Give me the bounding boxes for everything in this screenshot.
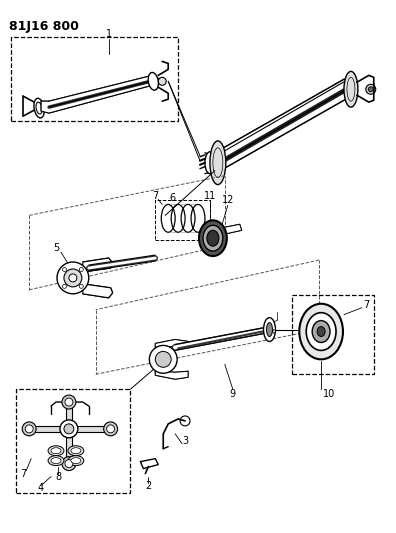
Text: 10: 10 — [323, 389, 335, 399]
Bar — [11, 37, 178, 121]
Text: 6: 6 — [169, 193, 175, 204]
Ellipse shape — [203, 225, 223, 251]
Ellipse shape — [51, 458, 61, 464]
Polygon shape — [155, 372, 188, 379]
Polygon shape — [220, 224, 242, 235]
Circle shape — [65, 398, 73, 406]
Ellipse shape — [68, 456, 84, 466]
Circle shape — [64, 269, 82, 287]
Text: 12: 12 — [222, 196, 234, 205]
Polygon shape — [215, 79, 357, 174]
Bar — [155, 200, 210, 240]
Circle shape — [368, 87, 373, 92]
Ellipse shape — [267, 322, 272, 336]
Ellipse shape — [210, 141, 226, 184]
Circle shape — [63, 285, 67, 288]
Ellipse shape — [205, 152, 215, 174]
Circle shape — [79, 285, 83, 288]
Ellipse shape — [68, 446, 84, 456]
Polygon shape — [83, 284, 112, 298]
Ellipse shape — [48, 456, 64, 466]
Circle shape — [62, 395, 76, 409]
Text: 1: 1 — [106, 29, 112, 39]
Circle shape — [155, 351, 171, 367]
Circle shape — [158, 77, 166, 85]
Text: 11: 11 — [204, 190, 216, 200]
Ellipse shape — [306, 313, 336, 350]
Circle shape — [63, 268, 67, 271]
Text: 7: 7 — [20, 469, 27, 479]
Bar — [292, 295, 374, 374]
Ellipse shape — [199, 220, 227, 256]
Text: 2: 2 — [145, 481, 152, 491]
Circle shape — [62, 457, 76, 471]
Text: 9: 9 — [230, 389, 236, 399]
Circle shape — [22, 422, 36, 436]
Ellipse shape — [207, 230, 219, 246]
Circle shape — [69, 274, 77, 282]
Ellipse shape — [317, 327, 325, 336]
Circle shape — [149, 345, 177, 373]
Circle shape — [79, 268, 83, 271]
Circle shape — [65, 459, 73, 467]
Ellipse shape — [263, 318, 276, 342]
Ellipse shape — [299, 304, 343, 359]
Text: 7: 7 — [152, 190, 158, 200]
Circle shape — [107, 425, 114, 433]
Polygon shape — [41, 76, 158, 113]
Ellipse shape — [34, 98, 44, 118]
Ellipse shape — [51, 448, 61, 454]
Circle shape — [25, 425, 33, 433]
Ellipse shape — [344, 71, 358, 107]
Text: 8: 8 — [55, 472, 61, 481]
Circle shape — [60, 420, 78, 438]
Circle shape — [64, 424, 74, 434]
Circle shape — [366, 84, 376, 94]
Polygon shape — [83, 258, 112, 272]
Circle shape — [57, 262, 89, 294]
Ellipse shape — [48, 446, 64, 456]
Ellipse shape — [148, 72, 158, 90]
Circle shape — [104, 422, 118, 436]
Text: 3: 3 — [182, 436, 188, 446]
Text: 5: 5 — [53, 243, 59, 253]
Text: x: x — [270, 327, 275, 336]
Text: 81J16 800: 81J16 800 — [10, 20, 79, 33]
Text: 7: 7 — [364, 300, 370, 310]
Ellipse shape — [312, 321, 330, 343]
Ellipse shape — [71, 448, 81, 454]
Polygon shape — [155, 340, 188, 348]
Ellipse shape — [71, 458, 81, 464]
Text: 4: 4 — [38, 483, 44, 494]
Bar — [16, 389, 130, 494]
